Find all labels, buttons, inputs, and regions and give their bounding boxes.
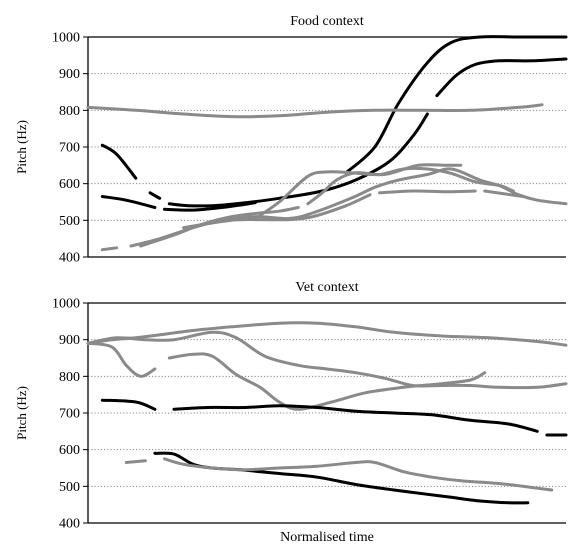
pitch-traces [86, 35, 568, 252]
y-tick-labels: 400 500 600 700 800 900 1000 [52, 297, 80, 532]
series-segment [253, 163, 463, 220]
y-tick-label: 400 [59, 251, 80, 266]
series-segment [100, 246, 119, 252]
y-tick-labels: 400 500 600 700 800 900 1000 [52, 31, 80, 266]
panel-title: Food context [290, 14, 364, 29]
y-tick-label: 400 [59, 517, 80, 532]
series-segment [86, 341, 157, 378]
series-segment [172, 404, 539, 433]
y-tick-label: 700 [59, 407, 80, 422]
series-segment [86, 330, 568, 390]
panel-food-context: Food context Pitch (Hz) 400 500 600 700 800 9… [14, 14, 568, 266]
series-segment [163, 457, 554, 492]
y-tick-label: 500 [59, 214, 80, 229]
series-segment [129, 167, 568, 248]
y-tick-label: 500 [59, 480, 80, 495]
y-axis-label: Pitch (Hz) [14, 386, 29, 440]
y-tick-label: 700 [59, 141, 80, 156]
series-line-2 [86, 341, 487, 411]
series-segment [100, 143, 138, 180]
x-axis-label: Normalised time [280, 530, 374, 545]
pitch-traces [86, 321, 568, 505]
y-tick-label: 900 [59, 333, 80, 348]
y-tick-label: 800 [59, 104, 80, 119]
y-tick-label: 1000 [52, 31, 80, 46]
series-line-1 [86, 321, 568, 347]
panel-title: Vet context [295, 280, 358, 295]
series-line-2 [100, 57, 568, 208]
series-segment [148, 191, 162, 200]
series-line-4 [86, 103, 544, 119]
y-tick-label: 600 [59, 443, 80, 458]
y-tick-label: 600 [59, 177, 80, 192]
series-segment [100, 398, 157, 411]
series-segment [182, 193, 372, 230]
y-tick-label: 800 [59, 370, 80, 385]
series-segment [435, 57, 568, 98]
panel-vet-context: Vet context Pitch (Hz) 400 500 600 700 800 90… [14, 280, 568, 545]
series-segment [124, 459, 147, 464]
series-line-3 [86, 330, 568, 390]
y-axis-label: Pitch (Hz) [14, 120, 29, 174]
series-line-1 [344, 35, 568, 175]
series-segment [167, 112, 429, 208]
series-segment [139, 206, 300, 248]
series-segment [167, 352, 487, 411]
series-segment [378, 189, 477, 195]
series-line-6 [124, 457, 554, 492]
series-line-8 [253, 163, 463, 220]
series-segment [153, 451, 530, 505]
series-segment [163, 201, 257, 212]
series-line-3 [100, 195, 257, 212]
series-segment [483, 189, 525, 198]
axes [83, 302, 566, 524]
series-line-7 [182, 189, 525, 230]
series-line-5 [153, 451, 530, 505]
series-line-4 [100, 398, 568, 437]
series-segment [100, 195, 157, 209]
y-tick-label: 1000 [52, 297, 80, 312]
series-segment [86, 321, 568, 347]
series-segment [344, 35, 568, 175]
y-tick-label: 900 [59, 67, 80, 82]
series-segment [86, 103, 544, 119]
